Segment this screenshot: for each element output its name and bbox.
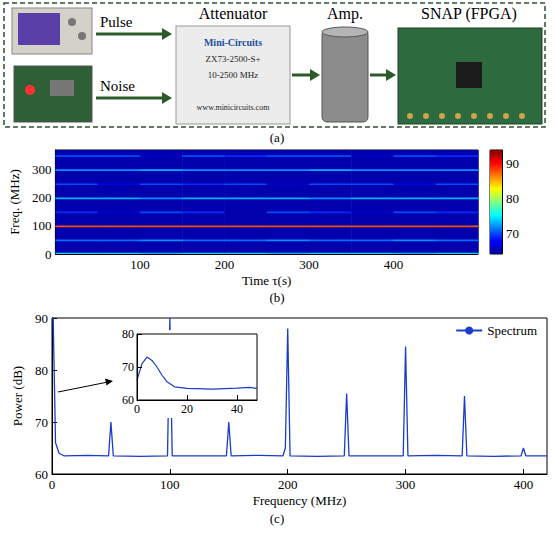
svg-text:Amp.: Amp. — [327, 5, 363, 23]
svg-text:Attenuator: Attenuator — [199, 5, 268, 22]
svg-text:(a): (a) — [270, 130, 284, 145]
svg-text:Frequency (MHz): Frequency (MHz) — [253, 493, 347, 508]
svg-text:70: 70 — [506, 226, 519, 241]
svg-text:Time τ(s): Time τ(s) — [242, 273, 291, 288]
svg-text:Power (dB): Power (dB) — [10, 366, 25, 426]
svg-text:40: 40 — [231, 402, 243, 416]
svg-text:Freq. (MHz): Freq. (MHz) — [7, 169, 22, 235]
svg-text:200: 200 — [215, 257, 235, 272]
svg-text:300: 300 — [396, 477, 416, 492]
svg-text:100: 100 — [160, 477, 180, 492]
svg-text:0: 0 — [45, 247, 52, 262]
svg-text:200: 200 — [278, 477, 298, 492]
svg-text:70: 70 — [35, 415, 48, 430]
svg-text:300: 300 — [299, 257, 319, 272]
svg-text:300: 300 — [32, 162, 52, 177]
svg-text:200: 200 — [32, 190, 52, 205]
svg-text:(b): (b) — [269, 290, 284, 305]
svg-text:ZX73-2500-S+: ZX73-2500-S+ — [205, 54, 260, 64]
svg-text:400: 400 — [384, 257, 404, 272]
svg-text:0: 0 — [49, 477, 56, 492]
svg-text:Spectrum: Spectrum — [487, 323, 537, 338]
svg-text:Pulse: Pulse — [100, 14, 133, 30]
svg-text:60: 60 — [35, 467, 48, 482]
svg-text:90: 90 — [35, 311, 48, 326]
svg-text:(c): (c) — [270, 511, 284, 526]
svg-text:20: 20 — [181, 402, 193, 416]
svg-text:90: 90 — [506, 156, 519, 171]
svg-text:70: 70 — [122, 360, 134, 374]
svg-text:Noise: Noise — [100, 78, 135, 94]
svg-text:60: 60 — [122, 393, 134, 407]
svg-text:Mini-Circuits: Mini-Circuits — [204, 37, 262, 48]
svg-text:SNAP (FPGA): SNAP (FPGA) — [421, 5, 517, 23]
svg-text:400: 400 — [514, 477, 534, 492]
svg-text:100: 100 — [130, 257, 150, 272]
svg-text:80: 80 — [35, 363, 48, 378]
svg-text:100: 100 — [32, 218, 52, 233]
svg-text:10-2500 MHz: 10-2500 MHz — [208, 70, 259, 80]
svg-text:80: 80 — [122, 327, 134, 341]
svg-text:0: 0 — [134, 402, 140, 416]
svg-text:www.minicircuits.com: www.minicircuits.com — [197, 103, 271, 112]
svg-text:80: 80 — [506, 191, 519, 206]
